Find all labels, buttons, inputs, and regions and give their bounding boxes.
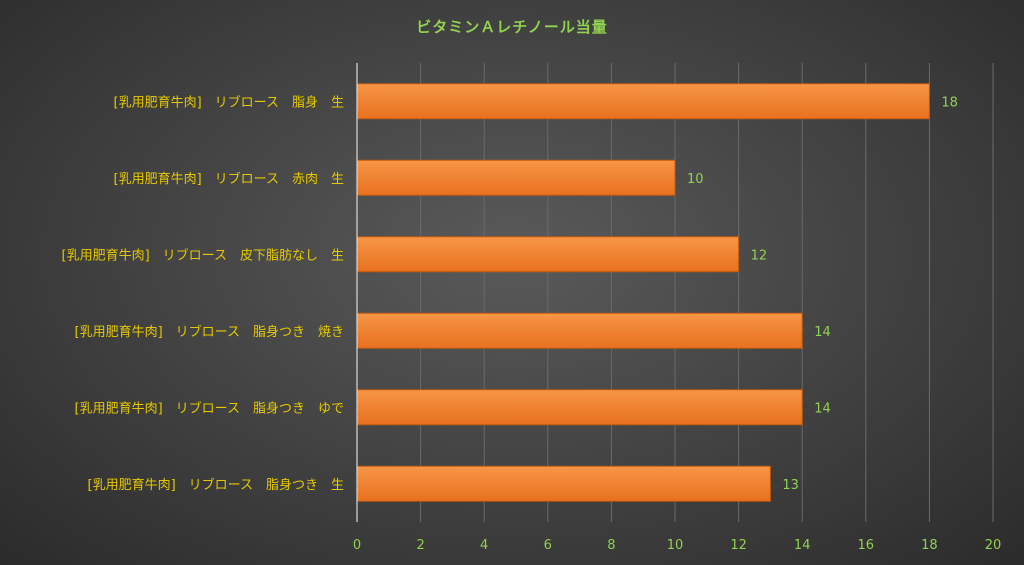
x-tick-label: 20 (985, 538, 1002, 553)
x-tick-label: 6 (544, 538, 552, 553)
category-label: [乳用肥育牛肉] リブロース 皮下脂肪なし 生 (62, 247, 345, 263)
data-label: 14 (814, 401, 831, 416)
data-label: 14 (814, 325, 831, 340)
x-tick-label: 4 (480, 538, 488, 553)
data-label: 13 (782, 478, 799, 493)
data-label: 12 (751, 248, 768, 263)
bars (356, 83, 930, 502)
data-label: 10 (687, 172, 704, 187)
chart-title: ビタミンＡレチノール当量 (416, 18, 608, 36)
gridlines (420, 63, 994, 522)
bar (356, 159, 676, 196)
bar (356, 389, 803, 426)
bar (356, 236, 740, 273)
x-tick-label: 18 (921, 538, 938, 553)
category-label: [乳用肥育牛肉] リブロース 赤肉 生 (114, 171, 345, 187)
x-tick-label: 14 (794, 538, 811, 553)
category-label: [乳用肥育牛肉] リブロース 脂身つき 生 (88, 477, 345, 493)
category-label: [乳用肥育牛肉] リブロース 脂身つき 焼き (75, 324, 345, 340)
bar (356, 465, 771, 502)
x-tick-label: 2 (416, 538, 424, 553)
data-label: 18 (941, 95, 958, 110)
category-labels: [乳用肥育牛肉] リブロース 脂身 生 [乳用肥育牛肉] リブロース 赤肉 生 [乳… (62, 94, 345, 493)
x-tick-label: 0 (353, 538, 361, 553)
bar (356, 83, 930, 120)
category-label: [乳用肥育牛肉] リブロース 脂身つき ゆで (75, 400, 345, 416)
x-tick-labels: 0 2 4 6 8 10 12 14 16 18 20 (353, 538, 1001, 553)
x-tick-label: 8 (607, 538, 615, 553)
data-labels: 18 10 12 14 14 13 (687, 95, 958, 493)
x-tick-label: 16 (858, 538, 875, 553)
x-tick-label: 10 (667, 538, 684, 553)
category-label: [乳用肥育牛肉] リブロース 脂身 生 (114, 94, 345, 110)
x-tick-label: 12 (730, 538, 747, 553)
bar (356, 312, 803, 349)
